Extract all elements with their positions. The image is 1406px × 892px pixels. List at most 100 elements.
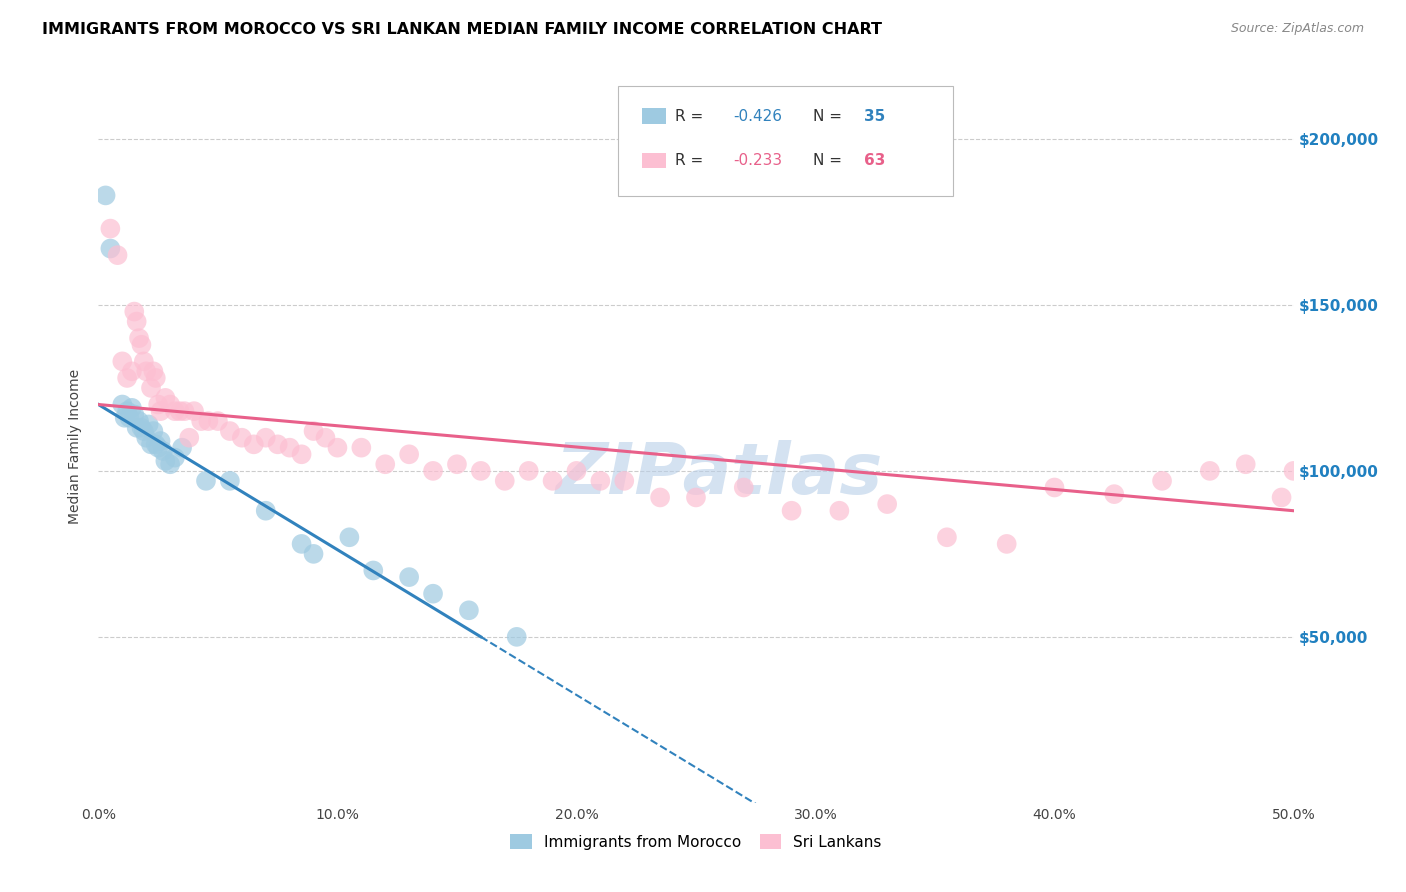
Point xyxy=(148,441,170,455)
Point xyxy=(936,530,959,544)
Point xyxy=(190,414,212,428)
Point xyxy=(169,404,191,418)
Point xyxy=(98,242,122,256)
Text: 63: 63 xyxy=(865,153,886,168)
Text: -0.426: -0.426 xyxy=(733,109,782,124)
Point xyxy=(173,404,195,418)
Point xyxy=(243,437,266,451)
Point xyxy=(149,404,172,418)
Point xyxy=(152,444,174,458)
Point xyxy=(145,371,167,385)
Point xyxy=(1271,491,1294,505)
Point xyxy=(254,431,277,445)
Point xyxy=(149,434,172,448)
Point xyxy=(125,314,148,328)
Point xyxy=(145,437,167,451)
Text: IMMIGRANTS FROM MOROCCO VS SRI LANKAN MEDIAN FAMILY INCOME CORRELATION CHART: IMMIGRANTS FROM MOROCCO VS SRI LANKAN ME… xyxy=(42,22,882,37)
Point xyxy=(1199,464,1222,478)
Point xyxy=(125,421,148,435)
Point xyxy=(155,391,177,405)
Point xyxy=(876,497,898,511)
Point xyxy=(422,464,444,478)
Point xyxy=(350,441,373,455)
Point xyxy=(685,491,707,505)
Point xyxy=(339,530,361,544)
Point xyxy=(398,570,420,584)
Point xyxy=(111,397,134,411)
Point xyxy=(207,414,229,428)
Point xyxy=(374,457,396,471)
Point xyxy=(107,248,129,262)
Point xyxy=(121,401,143,415)
Point xyxy=(94,188,117,202)
Point xyxy=(1104,487,1126,501)
Point xyxy=(254,504,277,518)
Point xyxy=(197,414,219,428)
Point xyxy=(115,371,138,385)
Point xyxy=(326,441,349,455)
Y-axis label: Median Family Income: Median Family Income xyxy=(69,368,83,524)
Point xyxy=(219,474,242,488)
Legend: Immigrants from Morocco, Sri Lankans: Immigrants from Morocco, Sri Lankans xyxy=(505,828,887,855)
Point xyxy=(121,364,143,378)
Point xyxy=(506,630,529,644)
Point xyxy=(179,431,201,445)
Text: -0.233: -0.233 xyxy=(733,153,782,168)
Point xyxy=(148,397,170,411)
Point xyxy=(278,441,301,455)
Point xyxy=(159,397,181,411)
Point xyxy=(302,424,325,438)
Point xyxy=(231,431,253,445)
Point xyxy=(183,404,205,418)
Point xyxy=(135,364,157,378)
Point xyxy=(302,547,325,561)
Point xyxy=(128,331,150,345)
Point xyxy=(398,447,420,461)
Point xyxy=(172,441,194,455)
Point xyxy=(613,474,636,488)
Point xyxy=(291,537,314,551)
Point xyxy=(111,354,134,368)
Point xyxy=(733,481,755,495)
Point xyxy=(98,221,122,235)
Text: R =: R = xyxy=(675,109,709,124)
Point xyxy=(132,354,155,368)
Point xyxy=(650,491,672,505)
Point xyxy=(589,474,612,488)
Point xyxy=(131,338,153,352)
Text: Source: ZipAtlas.com: Source: ZipAtlas.com xyxy=(1230,22,1364,36)
Point xyxy=(142,424,165,438)
Point xyxy=(118,410,141,425)
Point xyxy=(1043,481,1066,495)
Point xyxy=(1234,457,1257,471)
Point xyxy=(163,450,186,465)
Point xyxy=(458,603,481,617)
Point xyxy=(470,464,492,478)
Point xyxy=(124,408,146,422)
Text: ZIPatlas: ZIPatlas xyxy=(557,440,883,509)
Point xyxy=(163,404,186,418)
Point xyxy=(315,431,337,445)
Point xyxy=(159,457,181,471)
FancyBboxPatch shape xyxy=(643,153,666,169)
Point xyxy=(1152,474,1174,488)
Point xyxy=(139,437,162,451)
Point xyxy=(541,474,564,488)
Point xyxy=(139,381,162,395)
Point xyxy=(494,474,516,488)
Point xyxy=(142,364,165,378)
Point xyxy=(114,410,136,425)
Point xyxy=(131,421,153,435)
Point xyxy=(1282,464,1305,478)
Point xyxy=(124,304,146,318)
Point xyxy=(132,424,155,438)
Point xyxy=(128,414,150,428)
Point xyxy=(780,504,803,518)
Point xyxy=(267,437,290,451)
FancyBboxPatch shape xyxy=(643,109,666,124)
Point xyxy=(517,464,540,478)
Text: N =: N = xyxy=(813,109,846,124)
Point xyxy=(422,587,444,601)
Point xyxy=(446,457,468,471)
Point xyxy=(135,431,157,445)
